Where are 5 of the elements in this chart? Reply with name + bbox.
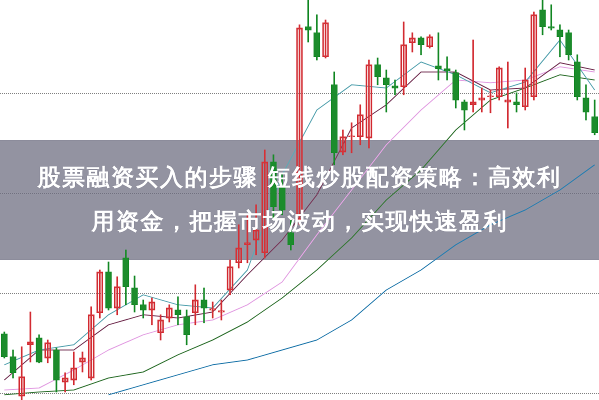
candlestick (174, 296, 182, 326)
candlestick (200, 288, 208, 324)
candlestick (513, 92, 520, 112)
candlestick (556, 24, 564, 58)
candlestick (392, 80, 398, 96)
